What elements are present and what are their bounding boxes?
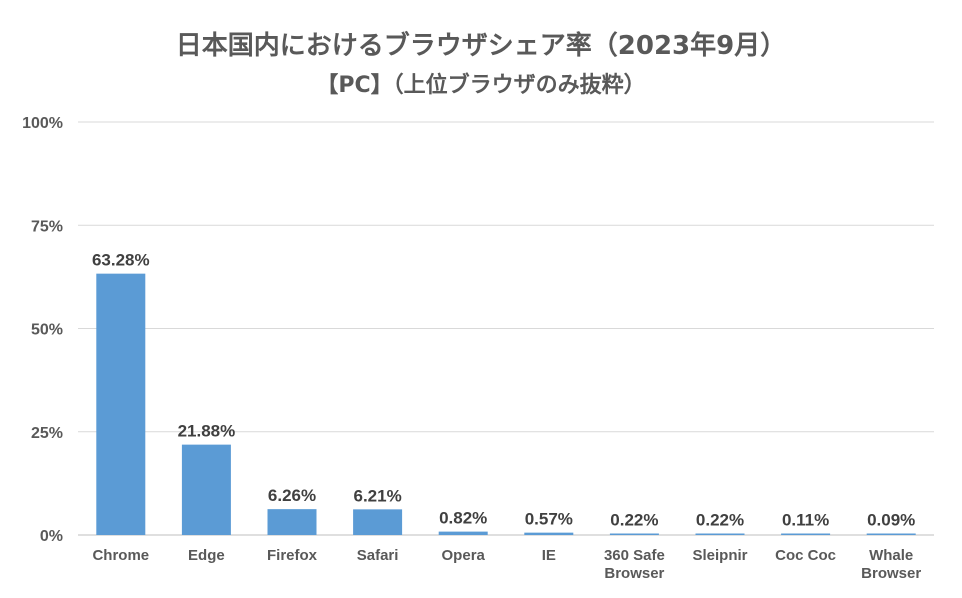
- x-tick-label: Edge: [188, 547, 225, 564]
- bar: [609, 533, 659, 535]
- x-tick-label: Sleipnir: [692, 547, 747, 564]
- bar: [695, 533, 745, 535]
- bar: [781, 533, 831, 535]
- chart-title: 日本国内におけるブラウザシェア率（2023年9月）: [175, 31, 787, 61]
- x-tick-label: Whale Browser: [861, 547, 921, 582]
- data-label: 63.28%: [92, 251, 150, 270]
- y-tick-label: 25%: [31, 425, 63, 442]
- bar: [267, 509, 317, 535]
- x-tick-label: Coc Coc: [775, 547, 836, 564]
- data-label: 0.11%: [782, 511, 829, 530]
- data-label: 0.57%: [525, 510, 573, 529]
- data-label: 21.88%: [178, 422, 236, 441]
- y-tick-label: 0%: [40, 528, 63, 545]
- bar: [353, 509, 403, 535]
- bar: [524, 532, 574, 535]
- x-tick-label: Firefox: [267, 547, 318, 564]
- x-tick-label: 360 Safe Browser: [604, 547, 665, 582]
- chart-subtitle: 【PC】（上位ブラウザのみ抜粋）: [316, 73, 646, 98]
- bar: [438, 531, 488, 535]
- data-label: 0.22%: [610, 511, 658, 530]
- x-tick-label: IE: [542, 547, 556, 564]
- x-tick-label: Chrome: [92, 547, 149, 564]
- y-tick-label: 100%: [22, 115, 63, 132]
- y-tick-label: 50%: [31, 322, 63, 339]
- data-label: 0.09%: [867, 511, 915, 530]
- data-label: 0.82%: [439, 509, 487, 528]
- data-label: 6.26%: [268, 486, 316, 505]
- bar: [866, 533, 916, 535]
- x-tick-label: Opera: [442, 547, 486, 564]
- bar: [96, 273, 146, 535]
- bar: [181, 444, 231, 535]
- y-tick-label: 75%: [31, 218, 63, 235]
- data-label: 6.21%: [353, 486, 401, 505]
- data-label: 0.22%: [696, 511, 744, 530]
- x-tick-label: Safari: [357, 547, 399, 564]
